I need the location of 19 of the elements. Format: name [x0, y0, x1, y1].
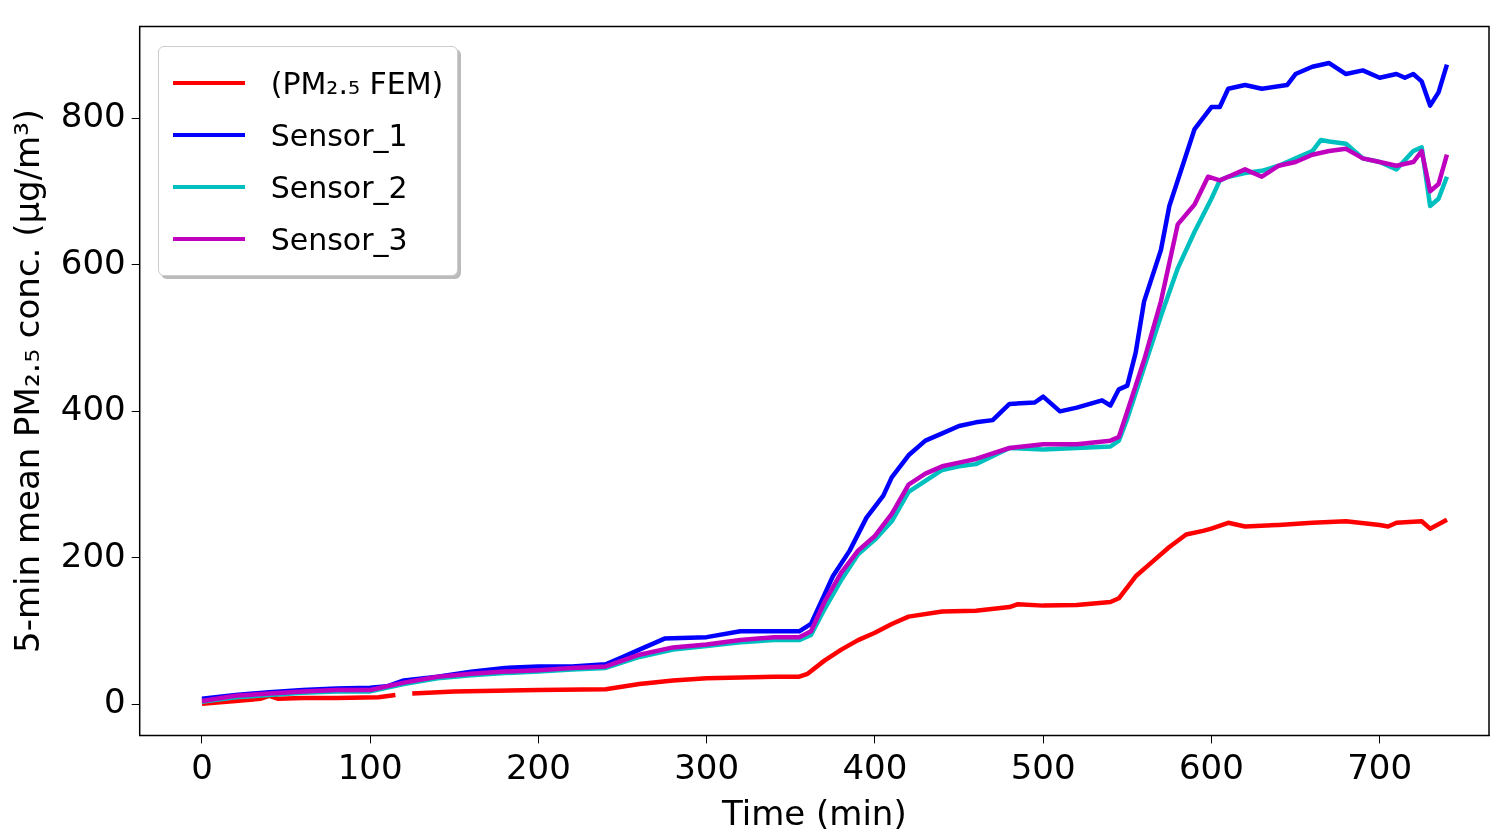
x-tick-label: 700	[1347, 746, 1413, 787]
y-tick-label: 0	[104, 681, 126, 722]
legend-label: Sensor_2	[270, 169, 408, 205]
x-tick-label: 600	[1178, 746, 1244, 787]
x-tick-label: 0	[191, 746, 213, 787]
x-tick-label: 400	[842, 746, 908, 787]
legend-label: Sensor_1	[270, 117, 408, 153]
x-axis-title: Time (min)	[721, 793, 907, 834]
legend-label: (PM₂.₅ FEM)	[270, 65, 444, 101]
y-tick-label: 800	[60, 94, 126, 135]
y-tick-label: 600	[60, 241, 126, 282]
y-axis-title: 5-min mean PM₂.₅ conc. (μg/m³)	[7, 108, 48, 653]
y-tick-label: 200	[60, 534, 126, 575]
x-tick-label: 100	[337, 746, 403, 787]
legend-label: Sensor_3	[270, 221, 408, 257]
y-tick-label: 400	[60, 388, 126, 429]
x-tick-label: 300	[674, 746, 740, 787]
x-tick-label: 200	[505, 746, 571, 787]
x-tick-label: 500	[1010, 746, 1076, 787]
